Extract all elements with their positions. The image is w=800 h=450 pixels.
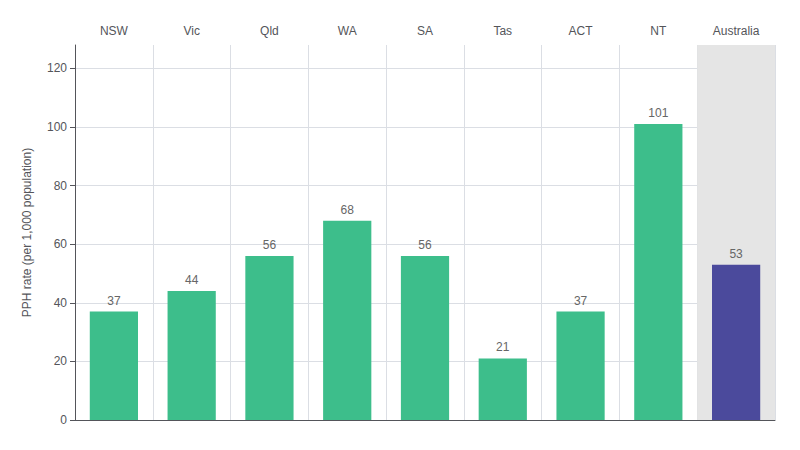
svg-text:101: 101: [648, 106, 668, 120]
svg-text:NT: NT: [650, 24, 667, 38]
svg-text:37: 37: [574, 294, 588, 308]
svg-text:56: 56: [418, 238, 432, 252]
svg-text:100: 100: [47, 120, 67, 134]
svg-text:21: 21: [496, 340, 510, 354]
svg-text:ACT: ACT: [569, 24, 594, 38]
svg-text:53: 53: [729, 247, 743, 261]
svg-text:37: 37: [107, 294, 121, 308]
svg-text:44: 44: [185, 273, 199, 287]
svg-text:Tas: Tas: [493, 24, 512, 38]
svg-text:Australia: Australia: [713, 24, 760, 38]
svg-text:Qld: Qld: [260, 24, 279, 38]
svg-text:80: 80: [54, 179, 68, 193]
svg-text:PPH rate (per 1,000 population: PPH rate (per 1,000 population): [20, 148, 34, 317]
svg-text:68: 68: [341, 203, 355, 217]
svg-text:60: 60: [54, 237, 68, 251]
svg-text:SA: SA: [417, 24, 433, 38]
svg-text:56: 56: [263, 238, 277, 252]
svg-text:120: 120: [47, 61, 67, 75]
svg-text:WA: WA: [338, 24, 357, 38]
svg-text:40: 40: [54, 296, 68, 310]
svg-text:0: 0: [60, 413, 67, 427]
svg-text:20: 20: [54, 354, 68, 368]
svg-text:Vic: Vic: [183, 24, 199, 38]
svg-text:NSW: NSW: [100, 24, 129, 38]
